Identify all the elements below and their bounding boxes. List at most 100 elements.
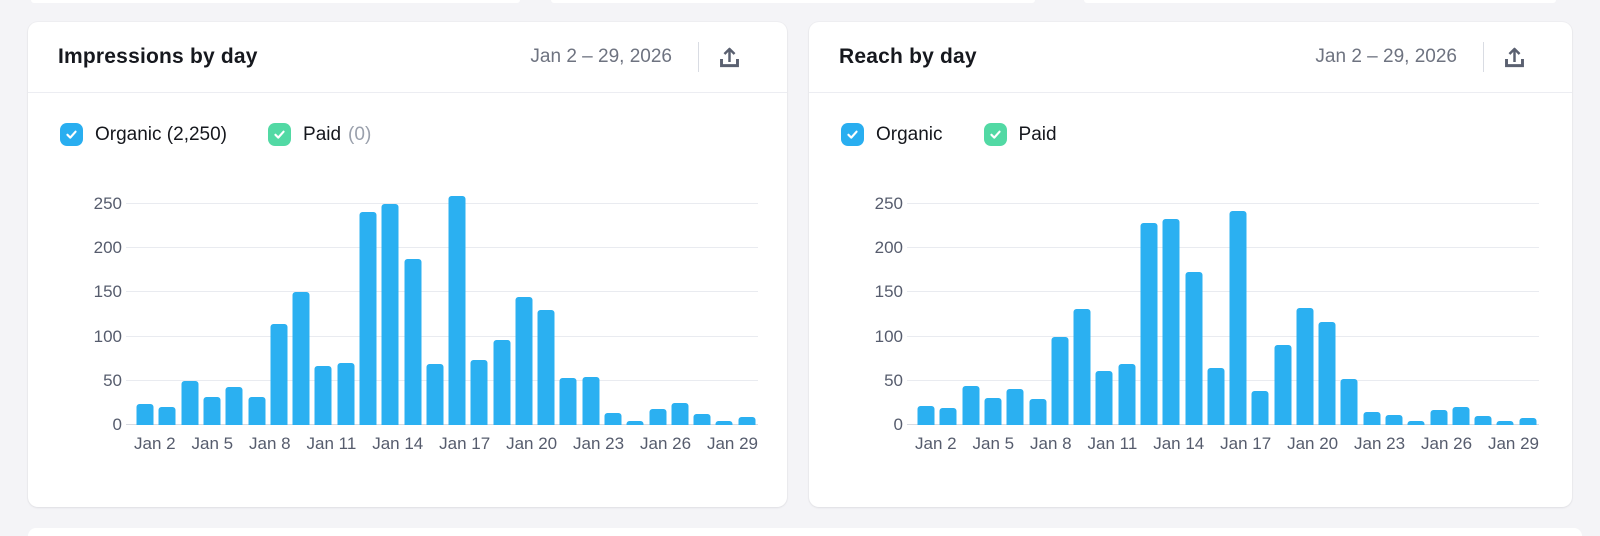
- bar-jan-24[interactable]: [1407, 420, 1425, 425]
- bar-jan-4[interactable]: [962, 386, 980, 425]
- export-button[interactable]: [713, 41, 745, 73]
- y-tick-label: 0: [893, 415, 903, 434]
- bar-jan-15[interactable]: [1207, 368, 1225, 425]
- bar-jan-20[interactable]: [537, 310, 555, 425]
- bar-slot: [669, 204, 691, 425]
- x-slot: [632, 434, 640, 454]
- bar-jan-13[interactable]: [381, 204, 399, 425]
- bar-jan-23[interactable]: [604, 412, 622, 425]
- bar-jan-26[interactable]: [671, 402, 689, 425]
- bar-jan-24[interactable]: [626, 420, 644, 425]
- checkbox-checked-icon[interactable]: [60, 123, 83, 146]
- bar-jan-25[interactable]: [649, 409, 667, 425]
- bar-slot: [646, 204, 668, 425]
- bar-chart: 0 50 100 150 200 250: [841, 194, 1572, 434]
- x-slot: Jan 2: [915, 434, 957, 454]
- bar-jan-2[interactable]: [136, 403, 154, 425]
- bar-jan-18[interactable]: [493, 340, 511, 425]
- bar-jan-3[interactable]: [158, 407, 176, 425]
- top-edge-panel: [31, 0, 520, 3]
- bar-slot: [1249, 204, 1271, 425]
- bar-jan-5[interactable]: [203, 396, 221, 425]
- bar-slot: [446, 196, 468, 425]
- checkbox-checked-icon[interactable]: [983, 123, 1007, 146]
- bar-jan-27[interactable]: [1474, 416, 1492, 425]
- bar-jan-12[interactable]: [1140, 223, 1158, 425]
- bar-jan-10[interactable]: [314, 365, 332, 425]
- bar-jan-20[interactable]: [1318, 321, 1336, 425]
- bar-jan-13[interactable]: [1162, 219, 1180, 425]
- bar-jan-12[interactable]: [359, 211, 377, 425]
- x-tick-label: Jan 26: [640, 434, 692, 453]
- bar-jan-21[interactable]: [559, 378, 577, 425]
- bar-jan-7[interactable]: [248, 396, 266, 425]
- bar-jan-19[interactable]: [515, 296, 533, 425]
- checkbox-checked-icon[interactable]: [268, 123, 292, 146]
- bar-jan-6[interactable]: [1006, 388, 1024, 425]
- bar-jan-16[interactable]: [448, 196, 466, 425]
- bar-jan-7[interactable]: [1029, 399, 1047, 425]
- bar-jan-17[interactable]: [470, 359, 488, 425]
- y-tick-label: 200: [874, 238, 903, 258]
- bar-jan-29[interactable]: [738, 417, 756, 425]
- bar-slot: [1494, 204, 1516, 425]
- bar-slot: [1472, 204, 1494, 425]
- export-button[interactable]: [1498, 41, 1530, 73]
- x-slot: [1480, 434, 1488, 454]
- x-slot: Jan 8: [249, 434, 291, 454]
- bar-slot: [1361, 204, 1383, 425]
- legend-item-paid[interactable]: Paid (0): [268, 123, 371, 146]
- bar-slot: [513, 204, 535, 425]
- bar-slot: [491, 204, 513, 425]
- bar-slot: [1026, 204, 1048, 425]
- bar-jan-10[interactable]: [1095, 371, 1113, 425]
- bar-slot: [335, 204, 357, 425]
- bar-jan-9[interactable]: [292, 292, 310, 425]
- bar-jan-5[interactable]: [984, 398, 1002, 425]
- legend-item-paid[interactable]: Paid: [983, 123, 1064, 146]
- bar-slot: [1205, 204, 1227, 425]
- bar-jan-9[interactable]: [1073, 309, 1091, 425]
- plot-area: [907, 203, 1539, 425]
- bar-jan-3[interactable]: [939, 408, 957, 425]
- bar-jan-26[interactable]: [1452, 407, 1470, 425]
- bar-jan-15[interactable]: [426, 364, 444, 425]
- bar-jan-21[interactable]: [1340, 379, 1358, 425]
- bar-jan-11[interactable]: [1118, 364, 1136, 425]
- bar-jan-6[interactable]: [225, 387, 243, 425]
- bar-jan-27[interactable]: [693, 413, 711, 425]
- bar-jan-14[interactable]: [404, 258, 422, 425]
- bar-jan-22[interactable]: [1363, 411, 1381, 425]
- bar-jan-8[interactable]: [270, 324, 288, 425]
- bar-jan-28[interactable]: [1496, 420, 1514, 425]
- bar-jan-11[interactable]: [337, 363, 355, 425]
- bar-slot: [468, 204, 490, 425]
- bar-jan-19[interactable]: [1296, 308, 1314, 425]
- bar-jan-25[interactable]: [1430, 409, 1448, 425]
- bar-jan-22[interactable]: [582, 377, 600, 425]
- legend-item-organic[interactable]: Organic: [841, 123, 950, 146]
- x-slot: [1137, 434, 1145, 454]
- bar-jan-2[interactable]: [917, 406, 935, 425]
- bar-jan-8[interactable]: [1051, 337, 1069, 425]
- bar-jan-4[interactable]: [181, 380, 199, 425]
- bar-jan-29[interactable]: [1519, 417, 1537, 425]
- bar-jan-23[interactable]: [1385, 415, 1403, 425]
- x-slot: [691, 434, 699, 454]
- x-slot: [699, 434, 707, 454]
- bar-jan-14[interactable]: [1185, 272, 1203, 425]
- bar-jan-28[interactable]: [715, 420, 733, 425]
- gridline: [126, 291, 758, 293]
- bar-slot: [1071, 204, 1093, 425]
- checkbox-checked-icon[interactable]: [841, 123, 864, 146]
- bar-slot: [602, 204, 624, 425]
- legend-item-organic[interactable]: Organic (2,250): [60, 123, 234, 146]
- bar-jan-18[interactable]: [1274, 345, 1292, 425]
- x-slot: [364, 434, 372, 454]
- bar-jan-16[interactable]: [1229, 211, 1247, 425]
- bar-slot: [557, 204, 579, 425]
- x-slot: Jan 26: [1421, 434, 1472, 454]
- date-range-label: Jan 2 – 29, 2026: [1315, 46, 1457, 67]
- export-upload-icon: [1501, 44, 1528, 71]
- bar-jan-17[interactable]: [1251, 391, 1269, 425]
